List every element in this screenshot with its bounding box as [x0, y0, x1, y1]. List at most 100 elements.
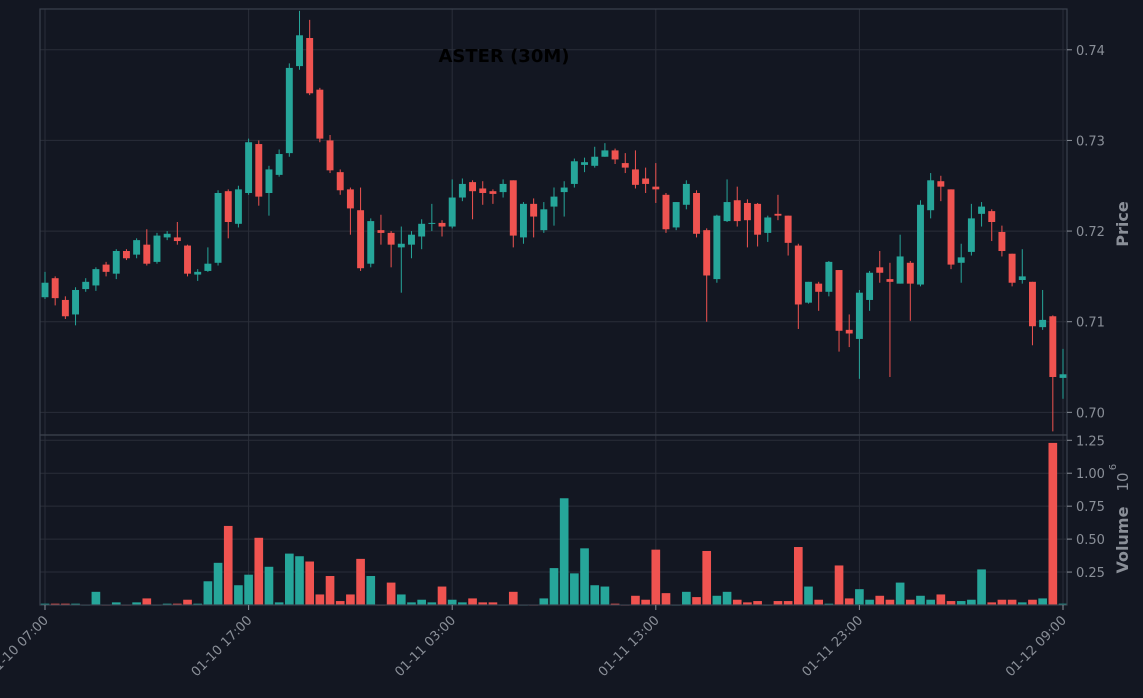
volume-bar — [631, 595, 640, 605]
candle — [621, 153, 629, 174]
candle-body — [112, 251, 120, 274]
candle — [61, 296, 69, 319]
volume-bar — [61, 603, 70, 605]
candle-body — [733, 200, 741, 222]
candle-body — [896, 256, 904, 284]
candle-body — [509, 180, 517, 236]
candles — [41, 10, 1067, 432]
volume-bar — [488, 602, 498, 605]
candle-body — [255, 144, 263, 197]
candle — [163, 231, 171, 241]
volume-bars — [40, 442, 1068, 606]
candle — [72, 287, 80, 326]
candle-body — [133, 240, 141, 255]
volume-tick-label: 1.25 — [1076, 434, 1105, 449]
candle-body — [204, 263, 212, 271]
volume-bar — [244, 574, 253, 605]
chart-title: ASTER (30M) — [438, 46, 569, 67]
price-tick-label: 0.74 — [1076, 44, 1105, 59]
candle — [143, 229, 151, 266]
candle-body — [631, 169, 639, 185]
candle-body — [1018, 276, 1026, 281]
candle-body — [408, 234, 415, 245]
volume-bar — [732, 599, 742, 605]
candle-body — [978, 206, 986, 214]
candle — [631, 150, 639, 189]
candle-body — [550, 196, 558, 207]
volume-bar — [895, 582, 905, 605]
candle-body — [153, 235, 161, 262]
volume-bar — [427, 602, 437, 605]
volume-bar — [274, 602, 284, 605]
volume-axis-ticks: 0.25 0.50 0.75 1.00 1.25 — [1067, 434, 1105, 581]
candle-body — [387, 232, 395, 245]
candle — [611, 148, 619, 164]
price-tick-label: 0.70 — [1076, 406, 1105, 421]
volume-bar — [325, 576, 335, 605]
volume-bar — [223, 525, 233, 605]
candle — [1018, 249, 1026, 284]
candle — [947, 189, 955, 270]
candle-body — [489, 191, 497, 194]
volume-bar — [40, 603, 50, 605]
candle-body — [815, 283, 823, 292]
candle — [723, 179, 731, 222]
candle-body — [662, 194, 670, 230]
volume-bar — [885, 599, 895, 605]
volume-bar — [478, 602, 488, 605]
candle-body — [296, 35, 303, 67]
candle-body — [346, 189, 354, 209]
volume-bar — [905, 599, 915, 605]
volume-bar — [295, 556, 304, 605]
candle-body — [143, 244, 151, 264]
volume-bar — [173, 603, 182, 605]
candle-body — [540, 209, 548, 231]
volume-bar — [396, 594, 406, 605]
candle — [886, 262, 894, 377]
candle — [764, 215, 772, 242]
candle — [224, 189, 232, 239]
candle-body — [855, 292, 863, 339]
candle — [194, 269, 202, 281]
volume-bar — [956, 601, 966, 605]
candle-body — [285, 67, 293, 154]
candle — [917, 200, 924, 287]
candle-body — [693, 192, 700, 234]
volume-bar — [386, 582, 396, 605]
candle-body — [184, 245, 191, 274]
volume-bar — [111, 602, 121, 605]
candle-body — [672, 202, 680, 228]
candle — [672, 202, 680, 231]
volume-bar — [315, 594, 325, 605]
candle-body — [519, 203, 527, 238]
candle-body — [122, 251, 130, 259]
candle — [418, 219, 426, 250]
candle — [815, 281, 823, 311]
volume-tick-label: 0.75 — [1076, 500, 1105, 515]
candle — [336, 169, 344, 195]
candle — [82, 278, 90, 292]
volume-bar — [142, 598, 152, 605]
candle-body — [835, 270, 843, 331]
volume-bar — [977, 569, 986, 605]
volume-bar — [875, 595, 885, 605]
volume-bar — [407, 602, 416, 605]
candle — [825, 260, 833, 297]
volume-bar — [987, 602, 997, 605]
candle — [184, 244, 191, 277]
candle — [285, 63, 293, 157]
volume-bar — [783, 601, 793, 605]
candle-body — [438, 222, 446, 227]
candle-body — [927, 180, 935, 211]
price-axis-ticks: 0.70 0.71 0.72 0.73 0.74 — [1067, 44, 1105, 421]
candle-body — [428, 222, 436, 224]
price-grid — [40, 9, 1067, 435]
candle — [591, 146, 599, 168]
candle — [1028, 281, 1036, 346]
volume-bar — [437, 586, 447, 605]
volume-bar — [91, 591, 101, 605]
price-tick-label: 0.73 — [1076, 134, 1105, 149]
candle — [153, 232, 161, 264]
volume-bar — [213, 562, 223, 605]
candle — [998, 225, 1006, 257]
